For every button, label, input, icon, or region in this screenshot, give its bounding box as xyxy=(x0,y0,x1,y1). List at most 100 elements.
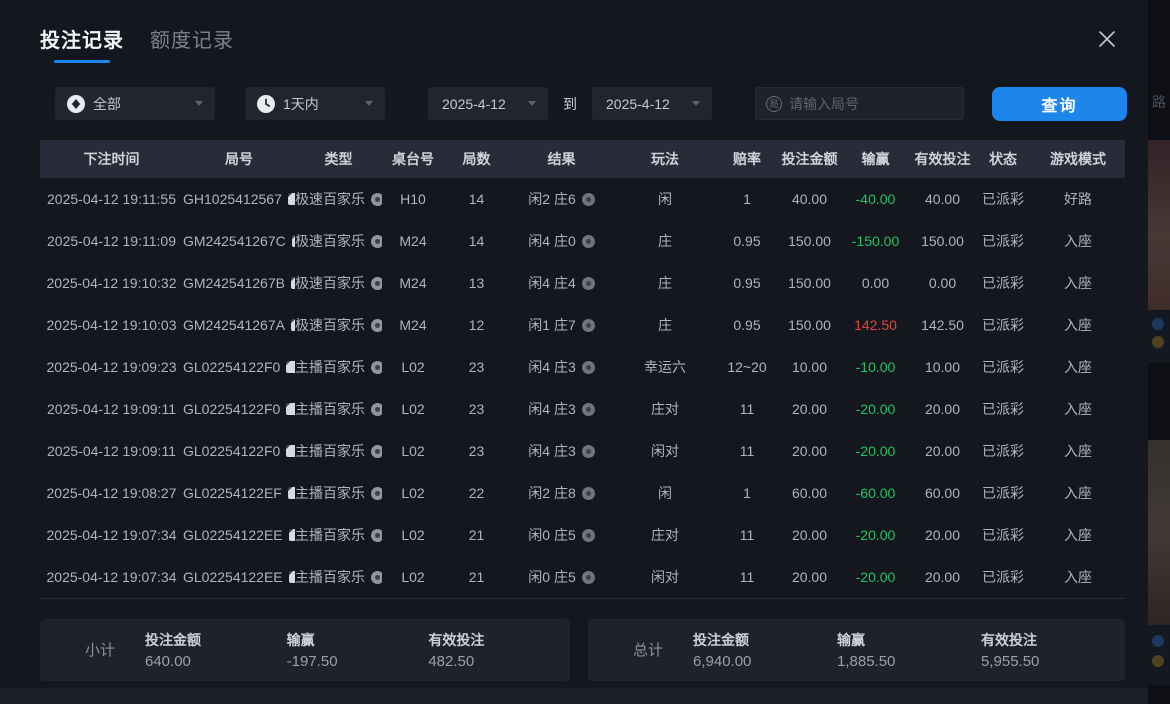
copy-icon[interactable] xyxy=(288,529,295,541)
mode-cell: 入座 xyxy=(1064,485,1092,501)
round-id-cell: GL02254122F0 xyxy=(183,359,281,375)
winloss-cell: 0.00 xyxy=(861,275,890,291)
play-cell: 庄 xyxy=(658,275,672,291)
bet-cell: 40.00 xyxy=(791,191,828,207)
column-header: 投注金额 xyxy=(781,151,838,167)
result-info-icon[interactable] xyxy=(581,277,595,290)
column-header: 类型 xyxy=(324,151,353,167)
mode-cell: 入座 xyxy=(1064,359,1092,375)
valid-cell: 150.00 xyxy=(921,233,964,249)
date-to-picker[interactable]: 2025-4-12 xyxy=(592,87,712,120)
query-button[interactable]: 查询 xyxy=(992,86,1127,121)
bet-cell: 20.00 xyxy=(791,443,828,459)
result-cell: 闲4 庄3 xyxy=(528,401,576,417)
table-row: 2025-04-12 19:07:34 GL02254122EE 主播百家乐 L02 2… xyxy=(40,556,1125,598)
mode-cell: 入座 xyxy=(1064,233,1092,249)
result-info-icon[interactable] xyxy=(581,529,595,542)
time-cell: 2025-04-12 19:09:11 xyxy=(47,401,176,417)
copy-icon[interactable] xyxy=(287,487,295,499)
close-icon[interactable] xyxy=(1094,26,1120,52)
valid-cell: 20.00 xyxy=(924,443,961,459)
total-panel: 总计 投注金额 6,940.00 输赢 1,885.50 有效投注 5,955.… xyxy=(588,618,1125,681)
type-info-icon[interactable] xyxy=(371,235,382,248)
time-cell: 2025-04-12 19:08:27 xyxy=(46,485,177,501)
table-row: 2025-04-12 19:11:09 GM242541267C 极速百家乐 M24 1… xyxy=(40,220,1125,262)
type-info-icon[interactable] xyxy=(371,319,382,332)
result-info-icon[interactable] xyxy=(581,487,595,500)
result-info-icon[interactable] xyxy=(581,193,595,206)
mode-cell: 入座 xyxy=(1064,401,1092,417)
result-info-icon[interactable] xyxy=(581,361,595,374)
result-cell: 闲0 庄5 xyxy=(528,568,576,585)
bet-cell: 20.00 xyxy=(791,401,828,417)
bet-amount-label: 投注金额 xyxy=(693,631,749,648)
date-from-value: 2025-4-12 xyxy=(442,95,506,112)
result-info-icon[interactable] xyxy=(581,403,595,416)
table-row: 2025-04-12 19:09:11 GL02254122F0 主播百家乐 L02 2… xyxy=(40,388,1125,430)
column-header: 输赢 xyxy=(861,151,890,167)
copy-icon[interactable] xyxy=(287,193,295,205)
valid-cell: 40.00 xyxy=(924,191,961,207)
type-info-icon[interactable] xyxy=(371,403,382,416)
result-cell: 闲4 庄3 xyxy=(528,359,576,375)
copy-icon[interactable] xyxy=(290,319,295,331)
winloss-label: 输赢 xyxy=(837,631,865,648)
type-info-icon[interactable] xyxy=(371,445,382,458)
background-dealer-thumbnail xyxy=(1148,140,1170,310)
round-number-icon: 局 xyxy=(766,95,782,112)
type-info-icon[interactable] xyxy=(371,529,382,542)
total-bet-group: 投注金额 6,940.00 xyxy=(693,630,837,670)
copy-icon[interactable] xyxy=(286,445,295,457)
background-partial-text: 路 xyxy=(1152,94,1166,110)
category-dropdown[interactable]: 全部 xyxy=(55,87,215,120)
type-info-icon[interactable] xyxy=(371,487,382,500)
column-header: 玩法 xyxy=(651,151,679,167)
rounds-cell: 23 xyxy=(468,401,485,417)
copy-icon[interactable] xyxy=(286,361,295,373)
result-cell: 闲4 庄0 xyxy=(528,233,576,249)
odds-cell: 0.95 xyxy=(733,233,761,249)
type-info-icon[interactable] xyxy=(371,570,382,584)
mode-cell: 入座 xyxy=(1064,568,1092,585)
bet-cell: 150.00 xyxy=(788,317,831,333)
valid-cell: 142.50 xyxy=(921,317,964,333)
column-header: 桌台号 xyxy=(392,151,434,167)
tab-betting-records[interactable]: 投注记录 xyxy=(40,24,124,63)
bet-amount-value: 640.00 xyxy=(145,652,191,670)
copy-icon[interactable] xyxy=(286,403,295,415)
tab-quota-records[interactable]: 额度记录 xyxy=(150,30,234,52)
type-cell: 极速百家乐 xyxy=(295,191,365,207)
result-info-icon[interactable] xyxy=(581,235,595,248)
winloss-cell: -40.00 xyxy=(855,191,896,207)
subtotal-label: 小计 xyxy=(85,642,116,659)
result-info-icon[interactable] xyxy=(581,445,595,458)
modal-bottom-strip xyxy=(0,688,1148,704)
type-info-icon[interactable] xyxy=(371,193,382,206)
round-id-cell: GL02254122F0 xyxy=(183,401,281,417)
table-no-cell: L02 xyxy=(401,401,425,417)
round-id-cell: GM242541267C xyxy=(183,233,286,249)
type-info-icon[interactable] xyxy=(371,361,382,374)
subtotal-bet-group: 投注金额 640.00 xyxy=(145,630,287,670)
valid-cell: 20.00 xyxy=(924,568,961,585)
round-id-cell: GM242541267B xyxy=(183,275,285,291)
background-table-icons xyxy=(1148,625,1170,685)
round-id-cell: GL02254122EE xyxy=(183,568,283,585)
copy-icon[interactable] xyxy=(290,277,295,289)
background-dim-overlay xyxy=(1148,0,1170,704)
type-cell: 主播百家乐 xyxy=(295,485,365,501)
period-dropdown[interactable]: 1天内 xyxy=(245,87,385,120)
date-from-picker[interactable]: 2025-4-12 xyxy=(428,87,548,120)
result-info-icon[interactable] xyxy=(581,319,595,332)
odds-cell: 1 xyxy=(743,191,751,207)
copy-icon[interactable] xyxy=(291,235,295,247)
type-info-icon[interactable] xyxy=(371,277,382,290)
status-cell: 已派彩 xyxy=(982,275,1024,291)
play-cell: 幸运六 xyxy=(644,359,686,375)
copy-icon[interactable] xyxy=(288,570,295,583)
rounds-cell: 12 xyxy=(468,317,485,333)
round-search-input[interactable] xyxy=(789,95,949,112)
result-info-icon[interactable] xyxy=(581,570,595,584)
